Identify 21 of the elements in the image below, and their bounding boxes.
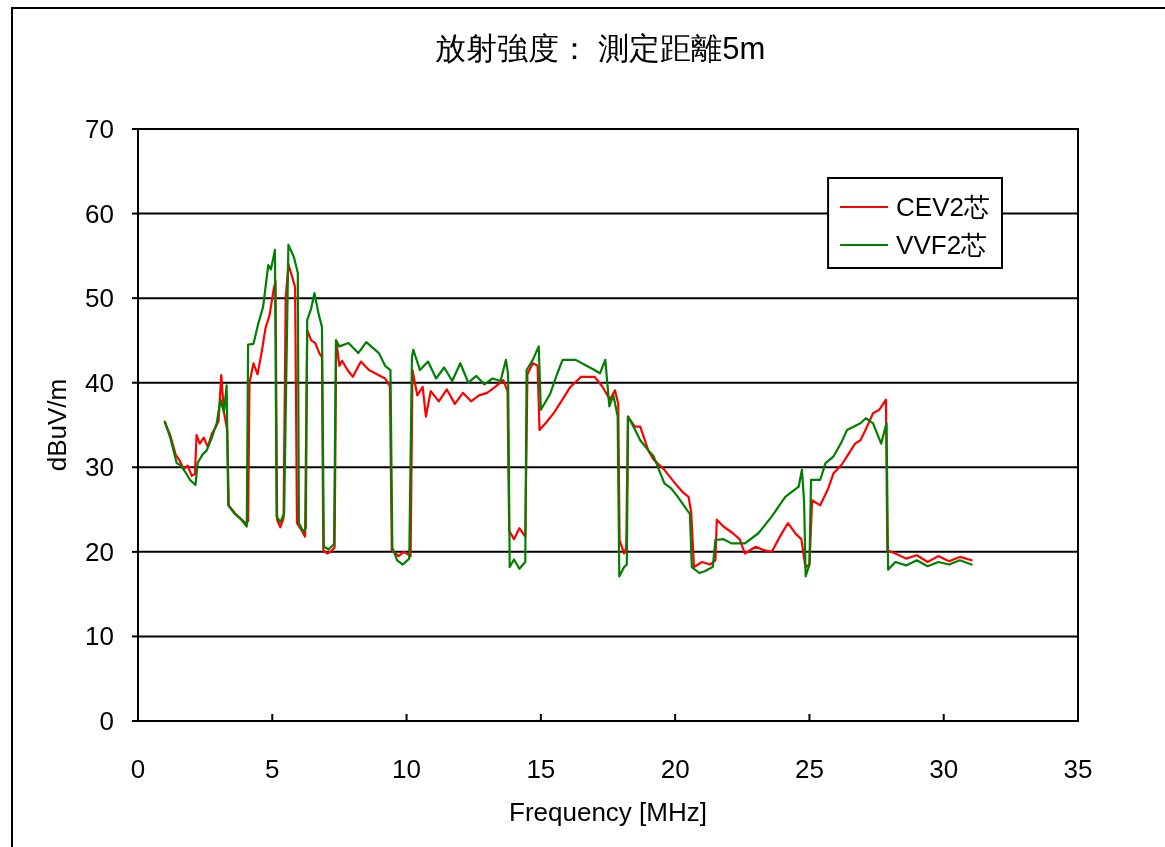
x-tick-label: 30 [929, 754, 959, 784]
y-tick-label: 40 [85, 367, 114, 398]
y-tick-label: 60 [85, 198, 114, 229]
x-tick-label: 25 [794, 754, 824, 784]
legend-label: VVF2芯 [896, 230, 988, 260]
y-tick-label: 70 [85, 114, 114, 144]
y-tick-label: 20 [85, 536, 114, 567]
y-tick-label: 10 [85, 621, 114, 652]
x-tick-label: 35 [1063, 754, 1093, 784]
legend-label: CEV2芯 [896, 192, 990, 222]
chart-title: 放射強度： 測定距離5m [434, 30, 766, 66]
x-axis-title: Frequency [MHz] [509, 797, 707, 827]
x-tick-label: 10 [392, 754, 422, 784]
x-tick-label: 5 [265, 754, 280, 784]
x-tick-label: 20 [660, 754, 690, 784]
y-axis-title: dBuV/m [42, 378, 72, 472]
y-tick-label: 0 [99, 706, 114, 736]
y-tick-label: 50 [85, 283, 114, 314]
x-tick-label: 15 [526, 754, 556, 784]
x-tick-label: 0 [130, 754, 146, 784]
y-tick-label: 30 [85, 452, 114, 483]
